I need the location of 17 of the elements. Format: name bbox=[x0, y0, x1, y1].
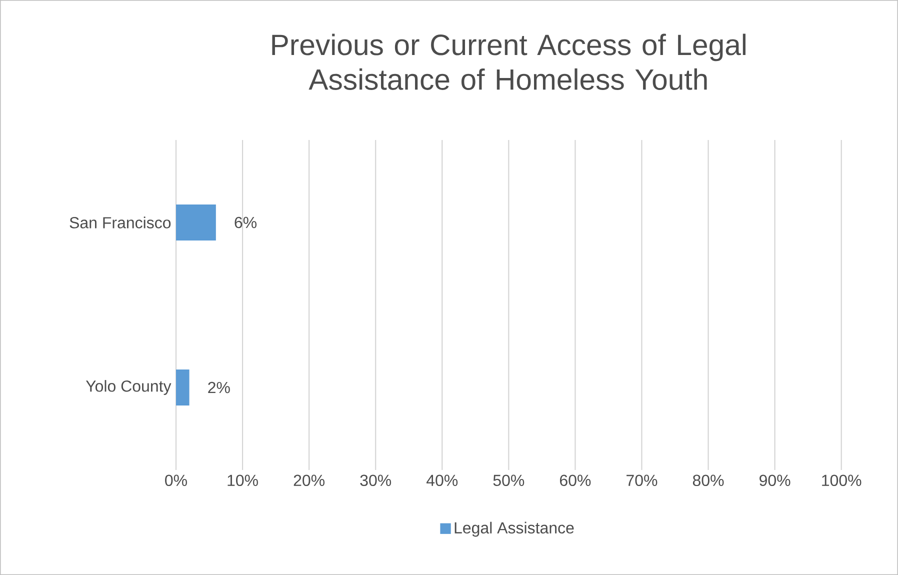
x-tick-label: 60% bbox=[560, 474, 591, 486]
y-tick-label: San Francisco bbox=[70, 216, 171, 228]
x-tick-label: 90% bbox=[760, 474, 790, 486]
x-tick-label: 100% bbox=[822, 474, 862, 486]
x-tick-label: 40% bbox=[426, 474, 458, 486]
data-label: 6% bbox=[234, 216, 257, 228]
x-tick-label: 80% bbox=[692, 474, 724, 486]
x-tick-label: 10% bbox=[228, 474, 258, 486]
x-tick-label: 70% bbox=[626, 474, 658, 486]
chart-title: Previous or Current Access of Legal Assistance of Homeless Youth bbox=[272, 34, 746, 90]
x-tick-label: 20% bbox=[294, 474, 325, 486]
x-tick-label: 0% bbox=[165, 474, 187, 486]
data-label: 2% bbox=[208, 382, 230, 394]
legend-label: Legal Assistance bbox=[454, 522, 574, 537]
x-tick-label: 30% bbox=[360, 474, 392, 486]
x-tick-label: 50% bbox=[493, 474, 524, 486]
y-tick-label: Yolo County bbox=[86, 380, 172, 395]
